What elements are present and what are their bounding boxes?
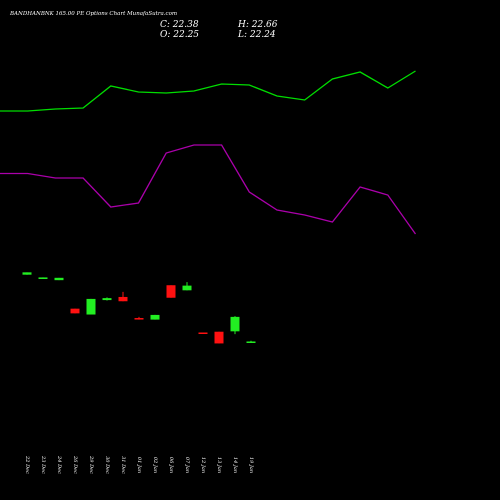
x-tick-label: 19 Jan <box>248 457 254 473</box>
x-tick-label: 01 Jan <box>136 457 142 473</box>
x-tick-label: 06 Jan <box>168 457 174 473</box>
x-tick-label: 14 Jan <box>232 457 238 473</box>
candle-body <box>198 332 208 334</box>
x-tick-label: 31 Dec <box>120 456 126 474</box>
x-tick-label: 30 Dec <box>104 456 110 474</box>
candle-body <box>134 318 144 320</box>
chart-title: BANDHANBNK 165.00 PE Options Chart Munaf… <box>9 11 177 17</box>
candle-body <box>230 316 240 332</box>
candle-body <box>70 308 80 314</box>
candle-body <box>22 272 32 275</box>
x-tick-label: 24 Dec <box>56 455 62 474</box>
candle-body <box>150 314 160 320</box>
x-tick-label: 22 Dec <box>24 455 30 474</box>
candle-body <box>86 298 96 315</box>
candle-body <box>102 298 112 301</box>
x-tick-label: 12 Jan <box>200 457 206 473</box>
x-tick-label: 26 Dec <box>72 455 78 474</box>
x-axis-labels: 22 Dec 23 Dec 24 Dec 26 Dec 29 Dec 30 Dec 31 D… <box>24 455 254 474</box>
candle-body <box>214 331 224 344</box>
upper-line-series <box>0 70 416 112</box>
low-value: L: 22.24 <box>237 30 276 40</box>
candle-body <box>54 277 64 281</box>
x-tick-label: 29 Dec <box>88 455 94 474</box>
candles-group <box>22 272 256 344</box>
x-tick-label: 23 Dec <box>40 455 46 474</box>
close-value: C: 22.38 <box>160 20 199 30</box>
open-value: O: 22.25 <box>160 30 199 40</box>
x-tick-label: 13 Jan <box>216 457 222 473</box>
high-value: H: 22.66 <box>237 20 278 30</box>
candle-body <box>166 285 176 298</box>
x-tick-label: 02 Jan <box>152 457 158 473</box>
candle-body <box>246 341 256 343</box>
lower-line-series <box>0 144 417 235</box>
candle-body <box>182 285 192 291</box>
candle-body <box>118 296 128 302</box>
candle-body <box>38 277 48 279</box>
x-tick-label: 07 Jan <box>184 457 190 473</box>
